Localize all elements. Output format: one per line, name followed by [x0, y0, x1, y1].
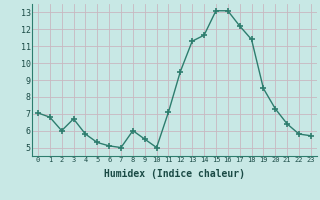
X-axis label: Humidex (Indice chaleur): Humidex (Indice chaleur) — [104, 169, 245, 179]
